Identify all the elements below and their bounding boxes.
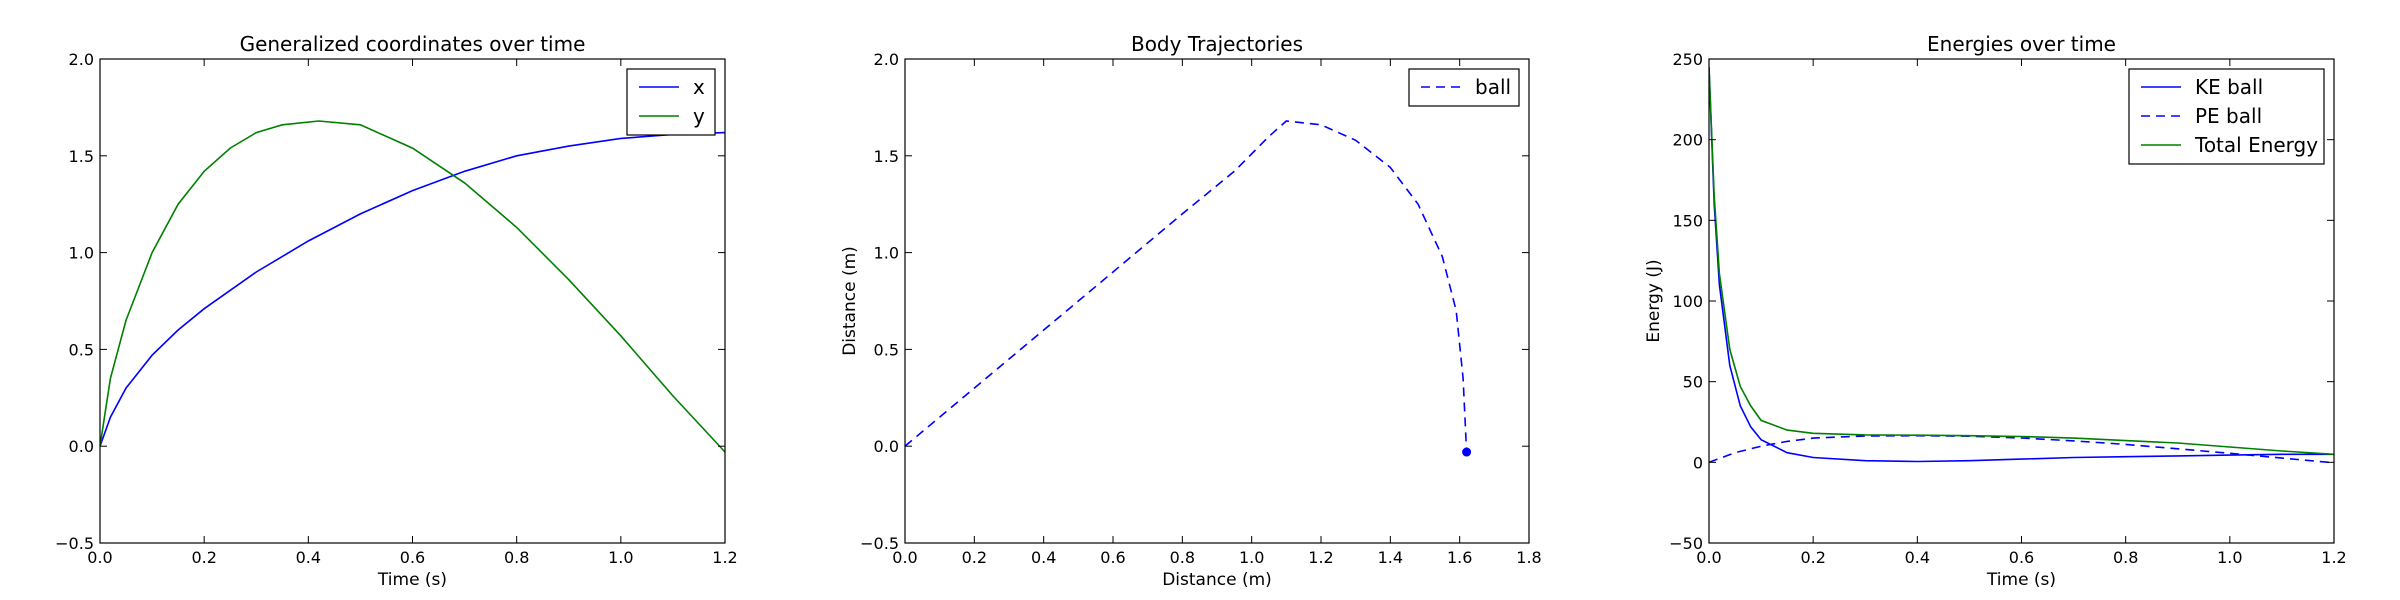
legend: ball: [1408, 68, 1520, 107]
chart-title: Generalized coordinates over time: [240, 32, 586, 56]
x-tick-label: 0.0: [1696, 548, 1721, 567]
legend: KE ball PE ball Total Energy: [2128, 68, 2325, 165]
x-tick-label: 0.6: [400, 548, 425, 567]
y-tick-label: −0.5: [860, 534, 899, 553]
x-tick-label: 0.2: [191, 548, 216, 567]
y-tick-label: 150: [1672, 211, 1703, 230]
y-tick-label: 100: [1672, 292, 1703, 311]
x-tick-label: 1.2: [2321, 548, 2346, 567]
chart-panel-1: 0.0 0.2 0.4 0.6 0.8 1.0 1.2−0.50.00.51.01.52.0…: [55, 32, 738, 590]
chart-title: Energies over time: [1927, 32, 2116, 56]
series-line-ball: [905, 120, 1468, 453]
x-axis-label: Distance (m): [1162, 570, 1272, 590]
y-axis-label: Distance (m): [840, 246, 860, 356]
x-tick-label: 0.4: [1905, 548, 1930, 567]
y-tick-label: 0.5: [874, 340, 899, 359]
x-tick-label: 0.8: [1170, 548, 1195, 567]
legend-label: PE ball: [2195, 104, 2262, 128]
x-axis-label: Time (s): [377, 570, 447, 590]
x-tick-label: 1.2: [712, 548, 737, 567]
y-tick-label: 200: [1672, 131, 1703, 150]
legend-frame: [626, 68, 716, 136]
y-tick-label: 2.0: [69, 50, 94, 69]
chart-title: Body Trajectories: [1131, 32, 1303, 56]
x-tick-label: 0.0: [892, 548, 917, 567]
x-tick-label: 1.4: [1378, 548, 1403, 567]
series-line-total-energy: [1709, 67, 2334, 456]
axes-frame: [904, 58, 1530, 544]
x-tick-label: 1.0: [1239, 548, 1264, 567]
y-tick-label: 1.5: [874, 147, 899, 166]
series-line-y: [100, 120, 725, 453]
x-tick-label: 1.0: [608, 548, 633, 567]
x-tick-label: 1.6: [1447, 548, 1472, 567]
x-axis-label: Time (s): [1986, 570, 2056, 590]
y-tick-label: 2.0: [874, 50, 899, 69]
y-tick-label: 0: [1693, 453, 1703, 472]
end-marker: [1462, 447, 1472, 457]
x-tick-label: 0.4: [296, 548, 321, 567]
legend-label: ball: [1475, 75, 1511, 99]
legend-label: x: [693, 75, 705, 99]
y-tick-label: 0.0: [69, 437, 94, 456]
legend-label: Total Energy: [2194, 133, 2318, 157]
y-tick-label: −0.5: [55, 534, 94, 553]
y-tick-label: −50: [1669, 534, 1703, 553]
x-tick-label: 0.6: [2009, 548, 2034, 567]
x-tick-label: 0.2: [1800, 548, 1825, 567]
chart-panel-2: 0.0 0.2 0.4 0.6 0.8 1.0 1.2 1.4 1.6 1.8−0.50.00.5…: [840, 32, 1542, 590]
series-line-ke-ball: [1709, 67, 2334, 463]
y-tick-label: 1.0: [874, 244, 899, 263]
chart-panel-3: 0.0 0.2 0.4 0.6 0.8 1.0 1.2 −50 0 50 100 150 200 250 E…: [1644, 32, 2347, 590]
y-tick-label: 1.0: [69, 244, 94, 263]
y-tick-label: 0.0: [874, 437, 899, 456]
x-tick-label: 0.8: [2113, 548, 2138, 567]
legend-label: KE ball: [2195, 75, 2263, 99]
x-tick-label: 1.0: [2217, 548, 2242, 567]
y-axis-label: Energy (J): [1644, 259, 1664, 342]
y-tick-label: 1.5: [69, 147, 94, 166]
series-line-x: [100, 131, 725, 447]
y-tick-label: 0.5: [69, 340, 94, 359]
x-tick-label: 0.0: [87, 548, 112, 567]
x-tick-label: 0.4: [1031, 548, 1056, 567]
legend-label: y: [693, 104, 705, 128]
x-tick-label: 0.6: [1100, 548, 1125, 567]
legend: xy: [626, 68, 716, 136]
x-tick-label: 1.8: [1516, 548, 1541, 567]
x-tick-label: 0.8: [504, 548, 529, 567]
x-tick-label: 0.2: [962, 548, 987, 567]
x-tick-label: 1.2: [1308, 548, 1333, 567]
y-tick-label: 50: [1683, 373, 1703, 392]
y-tick-label: 250: [1672, 50, 1703, 69]
